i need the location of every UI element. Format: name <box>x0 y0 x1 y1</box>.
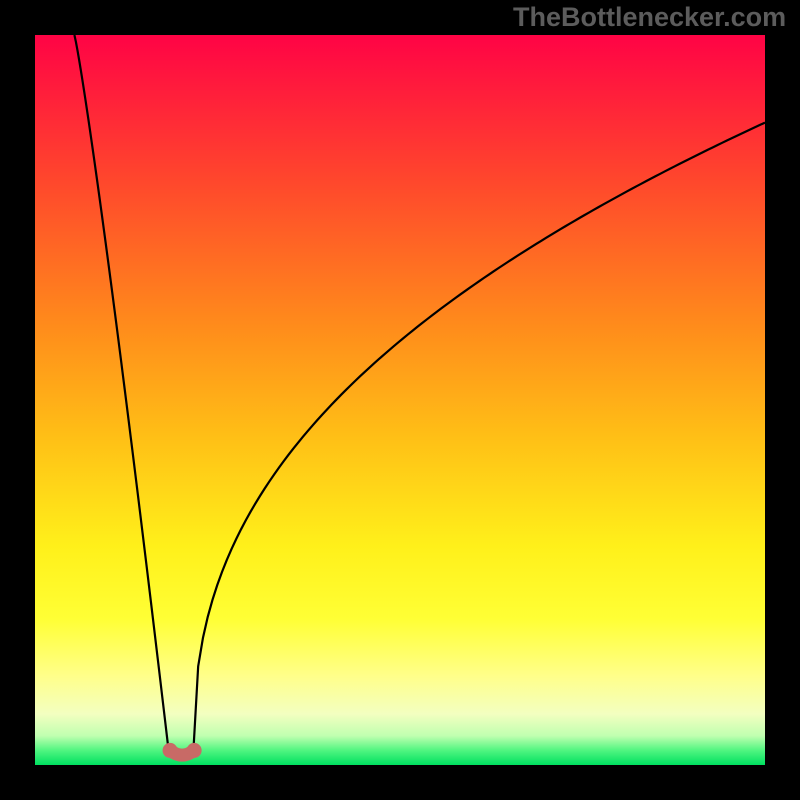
optimum-marker-0 <box>163 743 178 758</box>
bottleneck-chart <box>0 0 800 800</box>
watermark-text: TheBottlenecker.com <box>513 2 786 33</box>
optimum-marker-1 <box>187 743 202 758</box>
plot-background-gradient <box>35 35 765 765</box>
